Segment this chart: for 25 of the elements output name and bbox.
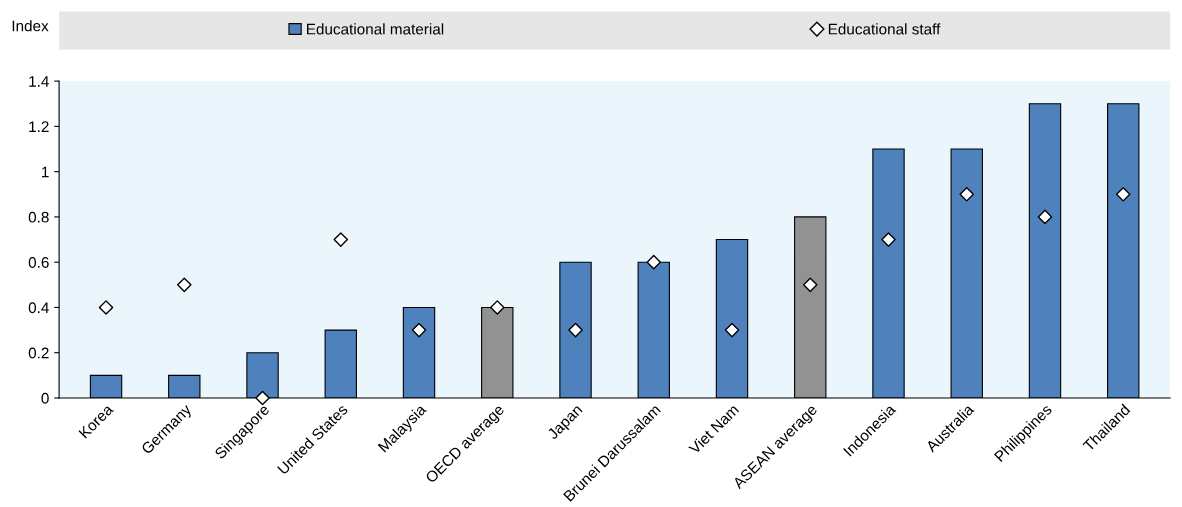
y-tick-label: 0 <box>41 392 49 404</box>
point <box>333 232 349 247</box>
point <box>568 322 583 338</box>
y-tick-label: 0.2 <box>28 347 49 359</box>
point <box>411 322 427 338</box>
point <box>881 232 896 247</box>
point <box>959 187 975 202</box>
y-tick-label: 0.6 <box>28 257 49 268</box>
y-tick-label: 1.4 <box>29 76 49 87</box>
y-tick-label: 0.4 <box>28 302 49 314</box>
point <box>1037 209 1053 225</box>
point <box>646 254 662 270</box>
y-tick-label: 1 <box>42 166 49 178</box>
y-tick-label: 0.8 <box>28 211 49 223</box>
point <box>724 322 740 338</box>
point <box>802 277 818 293</box>
point <box>489 300 505 315</box>
legend-label: Educational staff <box>828 23 941 35</box>
y-axis-title: Index <box>12 20 49 32</box>
point <box>98 300 114 315</box>
point <box>177 277 192 293</box>
y-tick-label: 1.2 <box>29 121 49 132</box>
legend-label: Educational material <box>307 23 444 35</box>
point <box>255 390 270 406</box>
point <box>1115 187 1131 202</box>
